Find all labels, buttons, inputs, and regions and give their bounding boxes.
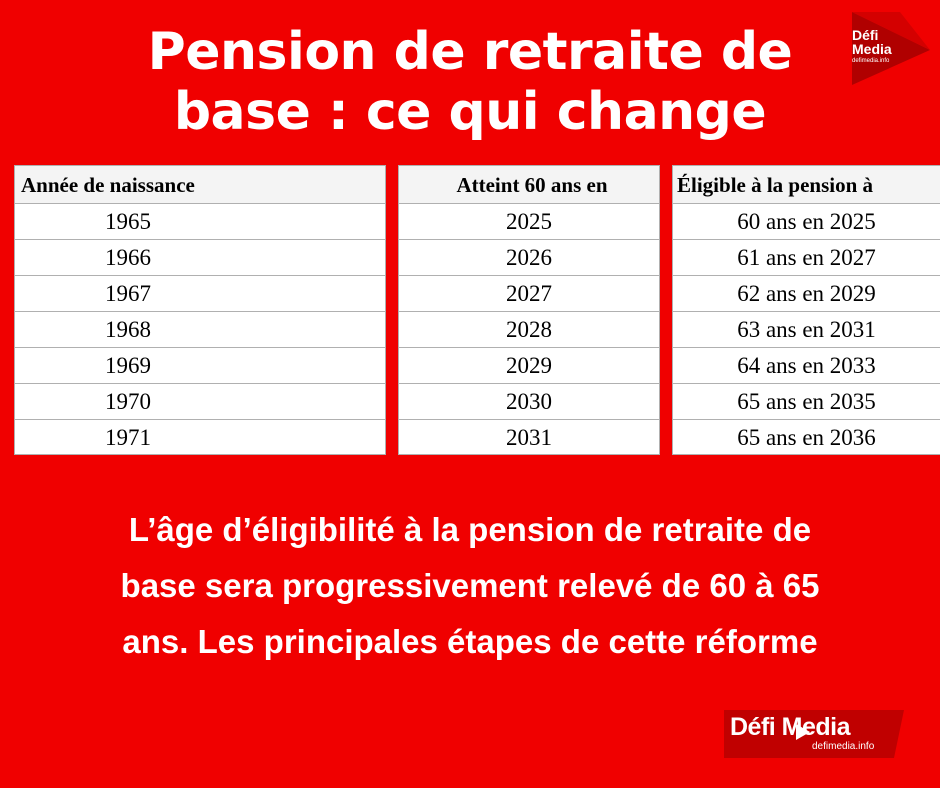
brand-logo-bottom: Défi Media defimedia.info <box>724 710 904 758</box>
table-row: 2025 <box>399 204 659 240</box>
table-row: 1966 <box>15 240 385 276</box>
logo-banner-icon <box>724 710 904 758</box>
description-text: L’âge d’éligibilité à la pension de retr… <box>20 502 920 670</box>
logo-bottom-brand: Défi Media <box>730 713 851 741</box>
logo-top-line-1: Défi <box>852 27 879 43</box>
reach-60-header: Atteint 60 ans en <box>399 166 659 204</box>
table-row: 2027 <box>399 276 659 312</box>
table-row: 65 ans en 2035 <box>673 384 940 420</box>
logo-top-brand: Défi Media <box>852 28 892 56</box>
table-row: 1969 <box>15 348 385 384</box>
title-line-1: Pension de retraite de <box>147 22 793 82</box>
title-line-2: base : ce qui change <box>173 82 767 142</box>
table-row: 1970 <box>15 384 385 420</box>
reach-60-table: Atteint 60 ans en 2025 2026 2027 2028 20… <box>398 165 660 455</box>
table-row: 63 ans en 2031 <box>673 312 940 348</box>
table-row: 2031 <box>506 425 552 450</box>
table-row: 1968 <box>15 312 385 348</box>
logo-badge-icon <box>852 12 930 85</box>
description-line-1: L’âge d’éligibilité à la pension de retr… <box>128 511 812 548</box>
table-row: 64 ans en 2033 <box>673 348 940 384</box>
table-row: 65 ans en 2036 <box>737 425 876 450</box>
table-row: 2026 <box>399 240 659 276</box>
table-row: 1971 <box>105 425 151 450</box>
table-row: 2030 <box>399 384 659 420</box>
description-line-3: ans. Les principales étapes de cette réf… <box>122 623 818 660</box>
birth-year-header: Année de naissance <box>15 166 385 204</box>
page-title: Pension de retraite de base : ce qui cha… <box>60 22 880 142</box>
eligibility-header: Éligible à la pension à <box>673 166 940 204</box>
logo-top-url: defimedia.info <box>852 58 890 64</box>
birth-year-table: Année de naissance 1965 1966 1967 1968 1… <box>14 165 386 455</box>
table-row: 1965 <box>15 204 385 240</box>
eligibility-table: Éligible à la pension à 60 ans en 2025 6… <box>672 165 940 455</box>
table-row: 2028 <box>399 312 659 348</box>
table-row: 61 ans en 2027 <box>673 240 940 276</box>
table-row: 62 ans en 2029 <box>673 276 940 312</box>
logo-top-line-2: Media <box>852 41 892 57</box>
description-line-2: base sera progressivement relevé de 60 à… <box>120 567 820 604</box>
brand-logo-top: Défi Media defimedia.info <box>852 10 930 85</box>
table-row: 1967 <box>15 276 385 312</box>
logo-bottom-url: defimedia.info <box>812 741 875 752</box>
table-row: 60 ans en 2025 <box>673 204 940 240</box>
table-row: 2029 <box>399 348 659 384</box>
